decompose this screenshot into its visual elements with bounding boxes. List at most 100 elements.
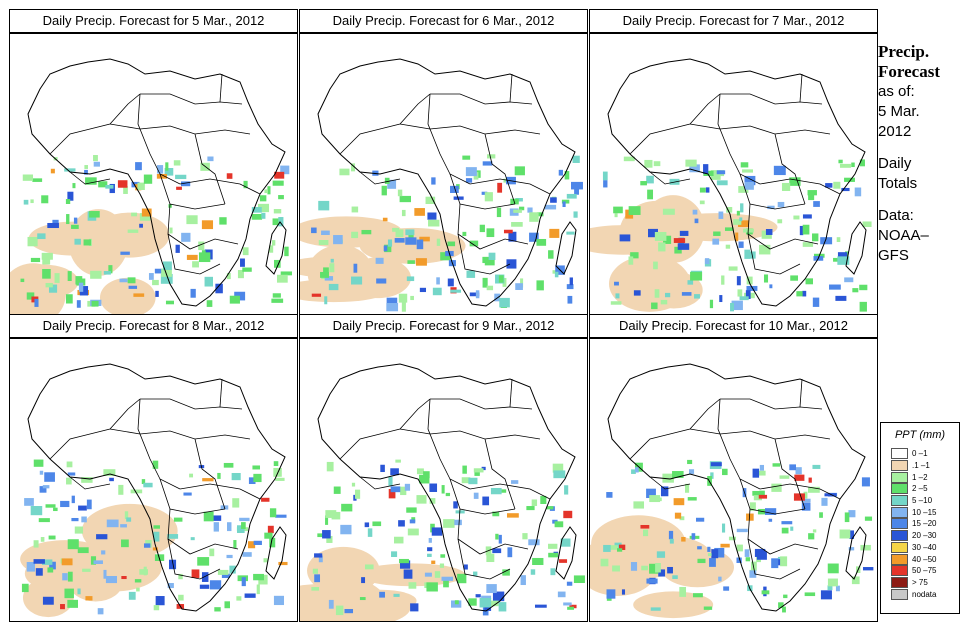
precip-cell: [673, 498, 685, 506]
precip-cell: [229, 295, 240, 304]
country-border: [799, 378, 803, 408]
precip-cell: [120, 251, 130, 255]
precip-cell: [98, 181, 108, 188]
precip-cell: [643, 529, 649, 537]
precip-map: [9, 33, 298, 317]
precip-cell: [388, 476, 393, 486]
precip-cell: [668, 530, 674, 540]
precip-cell: [628, 256, 634, 265]
legend-label: 2 –5: [912, 484, 928, 494]
precip-cell: [61, 558, 73, 566]
precip-cell: [763, 274, 769, 283]
precip-cell: [278, 195, 284, 200]
precip-cell: [280, 165, 290, 175]
precip-cell: [419, 287, 427, 293]
precip-cell: [240, 258, 245, 267]
precip-cell: [468, 598, 477, 606]
precip-cell: [848, 547, 855, 551]
precip-cell: [244, 593, 256, 598]
precip-cell: [749, 570, 757, 578]
precip-cell: [790, 275, 798, 281]
precip-cell: [178, 573, 183, 580]
precip-cell: [610, 301, 622, 305]
precip-cell: [536, 238, 547, 246]
legend-label: 40 –50: [912, 554, 937, 564]
precip-cell: [534, 604, 547, 608]
precip-cell: [726, 206, 733, 213]
precip-cell: [684, 483, 690, 493]
country-border: [194, 133, 226, 205]
legend-item: 15 –20: [881, 518, 959, 530]
precip-cell: [30, 199, 34, 204]
precip-cell: [862, 221, 872, 228]
precip-cell: [752, 468, 760, 478]
precip-map: [299, 338, 588, 622]
panel-title: Daily Precip. Forecast for 9 Mar., 2012: [299, 314, 588, 338]
precip-cell: [860, 544, 871, 551]
country-border: [484, 438, 516, 510]
precip-cell: [736, 276, 741, 286]
precip-cell: [221, 573, 230, 579]
precip-cell: [718, 211, 724, 219]
precip-cell: [808, 533, 815, 540]
country-border: [69, 476, 111, 490]
precip-cell: [181, 181, 191, 187]
precip-cell: [47, 567, 54, 573]
precip-cell: [236, 525, 245, 533]
precip-cell: [808, 477, 812, 483]
precip-cell: [416, 495, 427, 504]
legend-item: 30 –40: [881, 541, 959, 554]
precip-cell: [404, 483, 411, 491]
precip-cell: [41, 559, 53, 565]
precip-cell: [416, 239, 424, 250]
precip-cell: [39, 470, 44, 475]
precip-cell: [841, 187, 850, 192]
africa-map: [590, 363, 874, 619]
precip-cell: [429, 483, 438, 492]
precip-cell: [658, 569, 666, 577]
precip-cell: [117, 180, 128, 188]
precip-cell: [27, 236, 38, 247]
country-border: [109, 428, 251, 440]
precip-cell: [566, 231, 575, 235]
precip-cell: [67, 271, 72, 281]
dry-region: [633, 591, 714, 619]
country-border: [109, 123, 251, 135]
precip-cell: [672, 471, 684, 478]
precip-cell: [462, 465, 467, 474]
precip-cell: [206, 300, 213, 307]
precip-cell: [344, 608, 354, 614]
legend-item: 1 –2: [881, 471, 959, 483]
legend-item: 10 –15: [881, 506, 959, 518]
precip-cell: [473, 492, 479, 499]
precip-cell: [484, 192, 493, 202]
precip-cell: [777, 219, 783, 224]
precip-cell: [532, 557, 544, 566]
precip-cell: [511, 222, 523, 227]
precip-cell: [272, 293, 281, 298]
precip-cell: [793, 215, 800, 220]
legend-item: > 75: [881, 576, 959, 589]
precip-cell: [540, 495, 547, 504]
precip-cell: [131, 212, 138, 217]
precip-cell: [392, 227, 400, 232]
precip-cell: [128, 591, 136, 600]
precip-cell: [252, 465, 261, 470]
precip-cell: [618, 544, 626, 550]
precip-cell: [796, 291, 803, 297]
precip-cell: [439, 563, 445, 568]
precip-cell: [492, 591, 505, 602]
precip-cell: [710, 170, 721, 180]
precip-cell: [802, 290, 807, 297]
precip-cell: [548, 250, 554, 259]
precip-cell: [175, 174, 187, 180]
precip-cell: [190, 537, 195, 541]
precip-cell: [386, 297, 398, 305]
precip-cell: [664, 292, 671, 298]
country-border: [774, 133, 806, 205]
precip-cell: [190, 288, 196, 298]
precip-cell: [574, 188, 579, 195]
precip-cell: [781, 182, 791, 191]
precip-cell: [312, 568, 318, 574]
country-border: [717, 398, 761, 490]
